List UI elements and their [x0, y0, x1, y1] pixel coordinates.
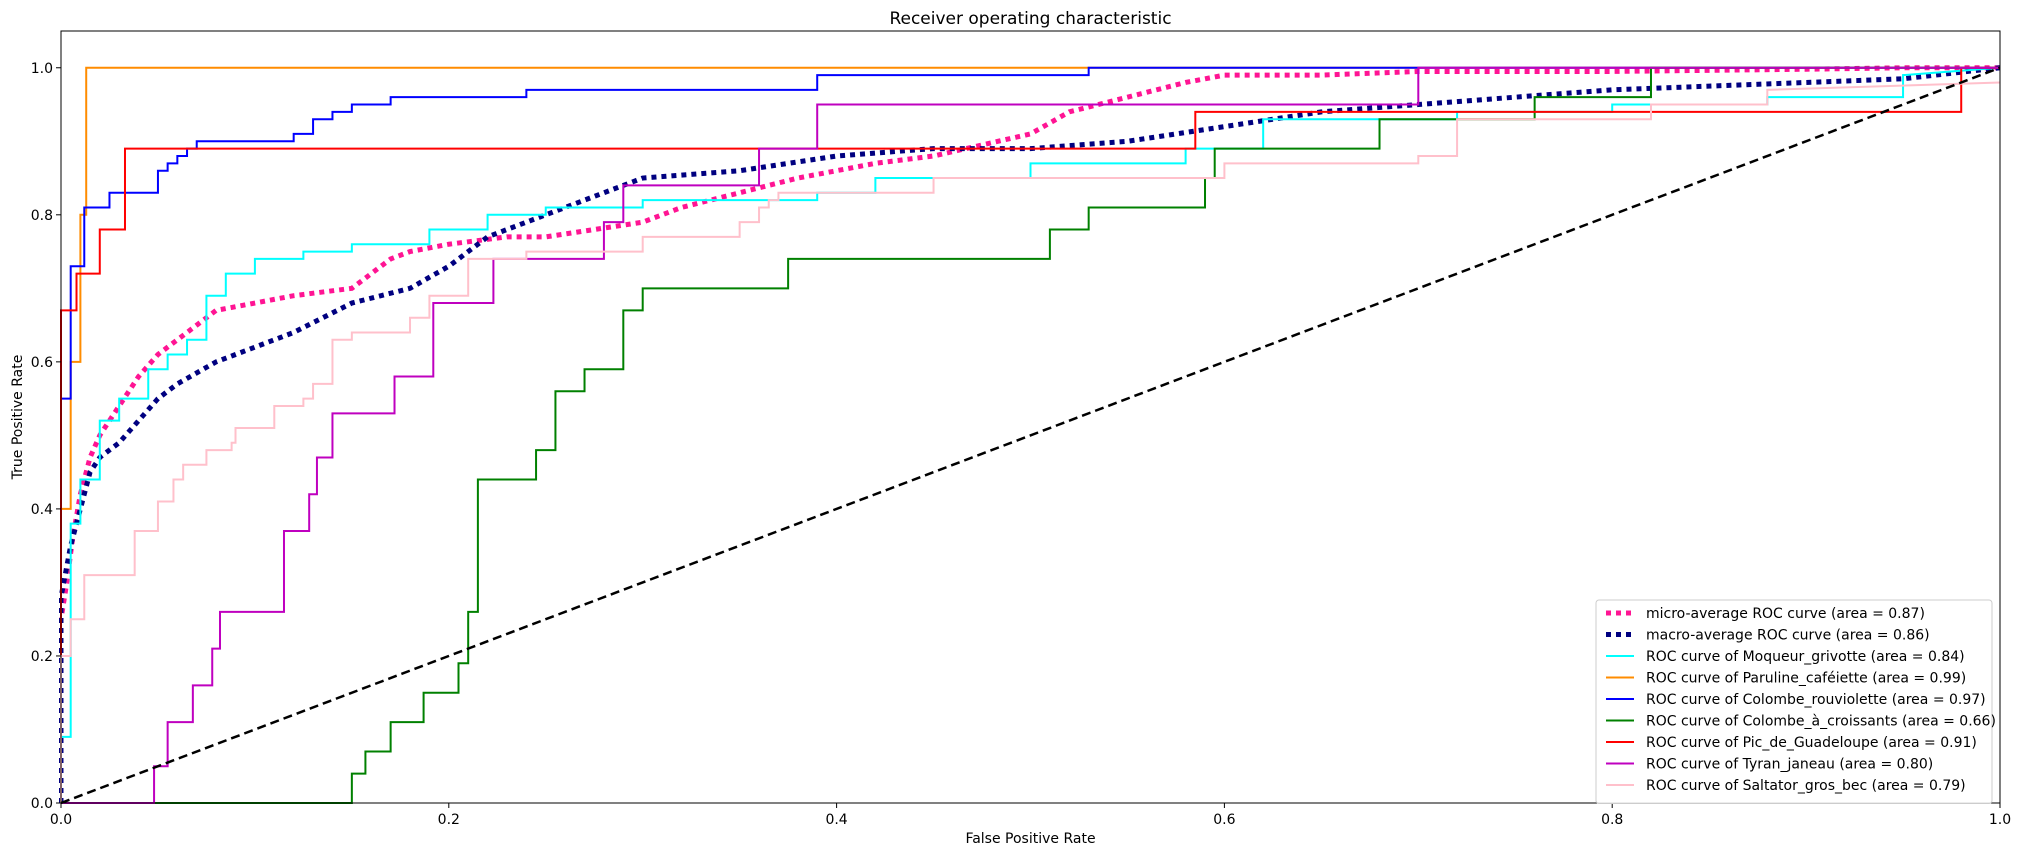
x-tick-label: 0.2	[438, 812, 460, 828]
legend: micro-average ROC curve (area = 0.87) mac…	[1595, 599, 1996, 804]
legend-entry: ROC curve of Tyran_janeau (area = 0.80)	[1646, 757, 1933, 773]
chance-diagonal-line	[60, 66, 2001, 805]
y-tick-label: 0.2	[31, 649, 53, 665]
y-tick-label: 0.6	[31, 355, 53, 371]
x-tick-label: 0.0	[50, 812, 72, 828]
legend-entry: ROC curve of Moqueur_grivotte (area = 0.…	[1646, 649, 1965, 665]
series-line-6	[60, 66, 2000, 803]
legend-entry: ROC curve of Pic_de_Guadeloupe (area = 0…	[1646, 735, 1977, 751]
chart-title: Receiver operating characteristic	[889, 9, 1171, 29]
series-layer	[59, 65, 2001, 805]
plot-frame	[60, 30, 2001, 804]
x-tick-label: 1.0	[1989, 812, 2011, 828]
x-tick-label: 0.8	[1601, 812, 1623, 828]
x-tick-label: 0.6	[1213, 812, 1235, 828]
legend-entry: micro-average ROC curve (area = 0.87)	[1646, 606, 1925, 622]
legend-entry: ROC curve of Colombe_à_croissants (area …	[1646, 714, 1996, 730]
legend-box	[1595, 599, 1993, 804]
series-line-8	[60, 81, 2001, 803]
legend-entry: ROC curve of Paruline_caféiette (area = …	[1646, 671, 1966, 687]
y-axis: 0.0 0.2 0.4 0.6 0.8 1.0	[31, 61, 61, 812]
x-axis-label: False Positive Rate	[965, 831, 1095, 847]
legend-entry: ROC curve of Saltator_gros_bec (area = 0…	[1646, 778, 1966, 794]
y-tick-label: 0.8	[31, 208, 53, 224]
legend-entry: macro-average ROC curve (area = 0.86)	[1646, 628, 1930, 644]
series-line-3	[60, 66, 2000, 803]
series-line-2	[60, 66, 2001, 803]
y-tick-label: 0.0	[31, 796, 53, 812]
series-line-0	[59, 65, 2000, 803]
legend-entry: ROC curve of Colombe_rouviolette (area =…	[1646, 692, 1986, 708]
x-axis: 0.0 0.2 0.4 0.6 0.8 1.0	[50, 803, 2011, 828]
series-line-1	[59, 65, 2001, 803]
y-tick-label: 1.0	[31, 61, 53, 77]
y-tick-label: 0.4	[31, 502, 53, 518]
y-axis-label: True Positive Rate	[10, 355, 26, 481]
series-line-7	[61, 66, 2000, 804]
series-line-4	[60, 66, 2000, 803]
x-tick-label: 0.4	[825, 812, 847, 828]
series-line-5	[61, 66, 2000, 804]
